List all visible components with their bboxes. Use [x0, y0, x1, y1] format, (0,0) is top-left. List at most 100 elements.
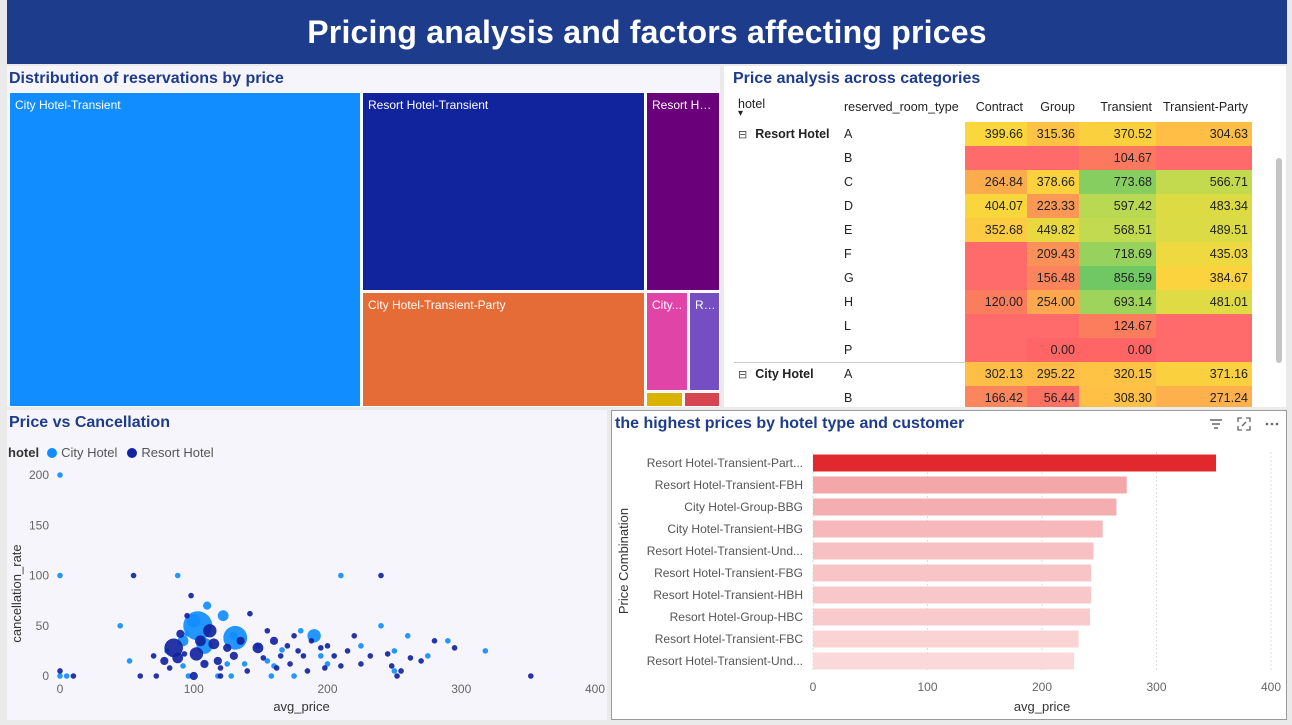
scatter-point[interactable] — [482, 648, 489, 654]
scatter-point[interactable] — [247, 610, 253, 617]
scatter-point[interactable] — [195, 635, 206, 647]
scatter-point[interactable] — [279, 647, 285, 653]
scatter-point[interactable] — [528, 673, 534, 679]
scatter-point[interactable] — [150, 653, 157, 659]
scatter-point[interactable] — [236, 636, 245, 645]
scatter-point[interactable] — [388, 663, 395, 669]
scatter-point[interactable] — [57, 673, 63, 679]
scatter-point[interactable] — [208, 638, 220, 650]
matrix-column-header[interactable]: Transient — [1079, 92, 1156, 122]
scatter-point[interactable] — [174, 572, 181, 579]
sort-descending-icon[interactable]: ▾ — [738, 108, 744, 119]
scatter-point[interactable] — [451, 645, 458, 651]
scatter-point[interactable] — [318, 645, 324, 651]
bar[interactable] — [813, 564, 1092, 582]
scatter-point[interactable] — [378, 622, 384, 629]
scatter-point[interactable] — [130, 572, 137, 579]
scatter-point[interactable] — [398, 668, 404, 674]
scatter-point[interactable] — [291, 673, 297, 679]
treemap-cell[interactable]: City... — [646, 292, 688, 391]
treemap-cell[interactable]: Resort Ho... — [646, 92, 720, 291]
scatter-point[interactable] — [172, 652, 184, 664]
scatter-point[interactable] — [324, 661, 331, 667]
scatter-point[interactable] — [57, 572, 63, 579]
scatter-point[interactable] — [269, 636, 279, 645]
scatter-point[interactable] — [338, 572, 344, 579]
scatter-point[interactable] — [176, 629, 185, 638]
scatter-point[interactable] — [217, 673, 224, 679]
matrix-scrollbar[interactable] — [1276, 158, 1282, 363]
scatter-point[interactable] — [331, 653, 337, 659]
scatter-point[interactable] — [180, 663, 186, 669]
scatter-point[interactable] — [358, 661, 364, 667]
matrix-group-cell[interactable]: ⊟ Resort Hotel — [734, 122, 840, 146]
scatter-point[interactable] — [223, 643, 232, 652]
scatter-point[interactable] — [268, 673, 275, 679]
scatter-point[interactable] — [284, 643, 291, 649]
treemap-cell[interactable] — [646, 392, 683, 407]
scatter-point[interactable] — [229, 651, 238, 660]
scatter-point[interactable] — [367, 653, 374, 659]
scatter-point[interactable] — [117, 622, 123, 629]
scatter-point[interactable] — [431, 638, 438, 644]
scatter-point[interactable] — [241, 661, 248, 667]
scatter-point[interactable] — [378, 572, 384, 579]
scatter-point[interactable] — [404, 633, 411, 639]
scatter-point[interactable] — [57, 472, 63, 478]
scatter-point[interactable] — [445, 638, 451, 644]
bar[interactable] — [813, 454, 1217, 472]
scatter-point[interactable] — [188, 592, 194, 599]
scatter-point[interactable] — [277, 653, 284, 659]
treemap-cell[interactable]: Resort Hotel-Transient — [362, 92, 645, 291]
collapse-icon[interactable]: ⊟ — [738, 369, 748, 382]
filter-icon[interactable] — [1208, 416, 1224, 432]
matrix-column-header[interactable]: hotel ▾ — [734, 92, 840, 122]
scatter-point[interactable] — [185, 673, 192, 679]
scatter-point[interactable] — [224, 661, 230, 667]
bar[interactable] — [813, 586, 1092, 604]
scatter-point[interactable] — [425, 653, 431, 659]
scatter-point[interactable] — [160, 656, 169, 666]
scatter-point[interactable] — [260, 655, 267, 661]
scatter-point[interactable] — [252, 642, 264, 654]
scatter-point[interactable] — [291, 633, 297, 639]
bar[interactable] — [813, 476, 1127, 494]
scatter-point[interactable] — [264, 658, 271, 664]
treemap-cell[interactable]: Re... — [689, 292, 720, 391]
treemap-cell[interactable] — [684, 392, 720, 407]
scatter-point[interactable] — [324, 643, 331, 649]
scatter-point[interactable] — [228, 673, 234, 679]
scatter-point[interactable] — [57, 668, 63, 674]
scatter-point[interactable] — [295, 648, 301, 654]
scatter-point[interactable] — [344, 648, 351, 654]
matrix-column-header[interactable]: Group — [1027, 92, 1079, 122]
more-options-icon[interactable] — [1264, 416, 1280, 432]
focus-mode-icon[interactable] — [1236, 416, 1252, 432]
bar[interactable] — [813, 630, 1079, 648]
scatter-point[interactable] — [318, 653, 324, 659]
legend-resort-hotel[interactable]: Resort Hotel — [141, 445, 214, 460]
scatter-point[interactable] — [287, 661, 293, 667]
scatter-point[interactable] — [244, 668, 251, 674]
scatter-point[interactable] — [391, 648, 398, 654]
scatter-point[interactable] — [351, 633, 358, 639]
scatter-point[interactable] — [153, 673, 160, 679]
scatter-point[interactable] — [273, 665, 280, 671]
scatter-point[interactable] — [137, 673, 144, 679]
scatter-point[interactable] — [322, 665, 328, 671]
scatter-point[interactable] — [213, 656, 222, 666]
matrix-column-header[interactable]: reserved_room_type — [840, 92, 965, 122]
treemap-cell[interactable]: City Hotel-Transient — [9, 92, 361, 407]
scatter-point[interactable] — [203, 624, 217, 638]
scatter-point[interactable] — [418, 658, 424, 664]
scatter-point[interactable] — [189, 671, 198, 681]
matrix-group-cell[interactable]: ⊟ City Hotel — [734, 361, 840, 386]
scatter-point[interactable] — [308, 638, 315, 644]
scatter-point[interactable] — [166, 665, 173, 671]
bar[interactable] — [813, 542, 1094, 560]
scatter-point[interactable] — [184, 612, 190, 619]
scatter-point[interactable] — [181, 651, 188, 657]
legend-city-hotel[interactable]: City Hotel — [61, 445, 118, 460]
scatter-point[interactable] — [304, 668, 311, 674]
scatter-point[interactable] — [126, 658, 133, 664]
